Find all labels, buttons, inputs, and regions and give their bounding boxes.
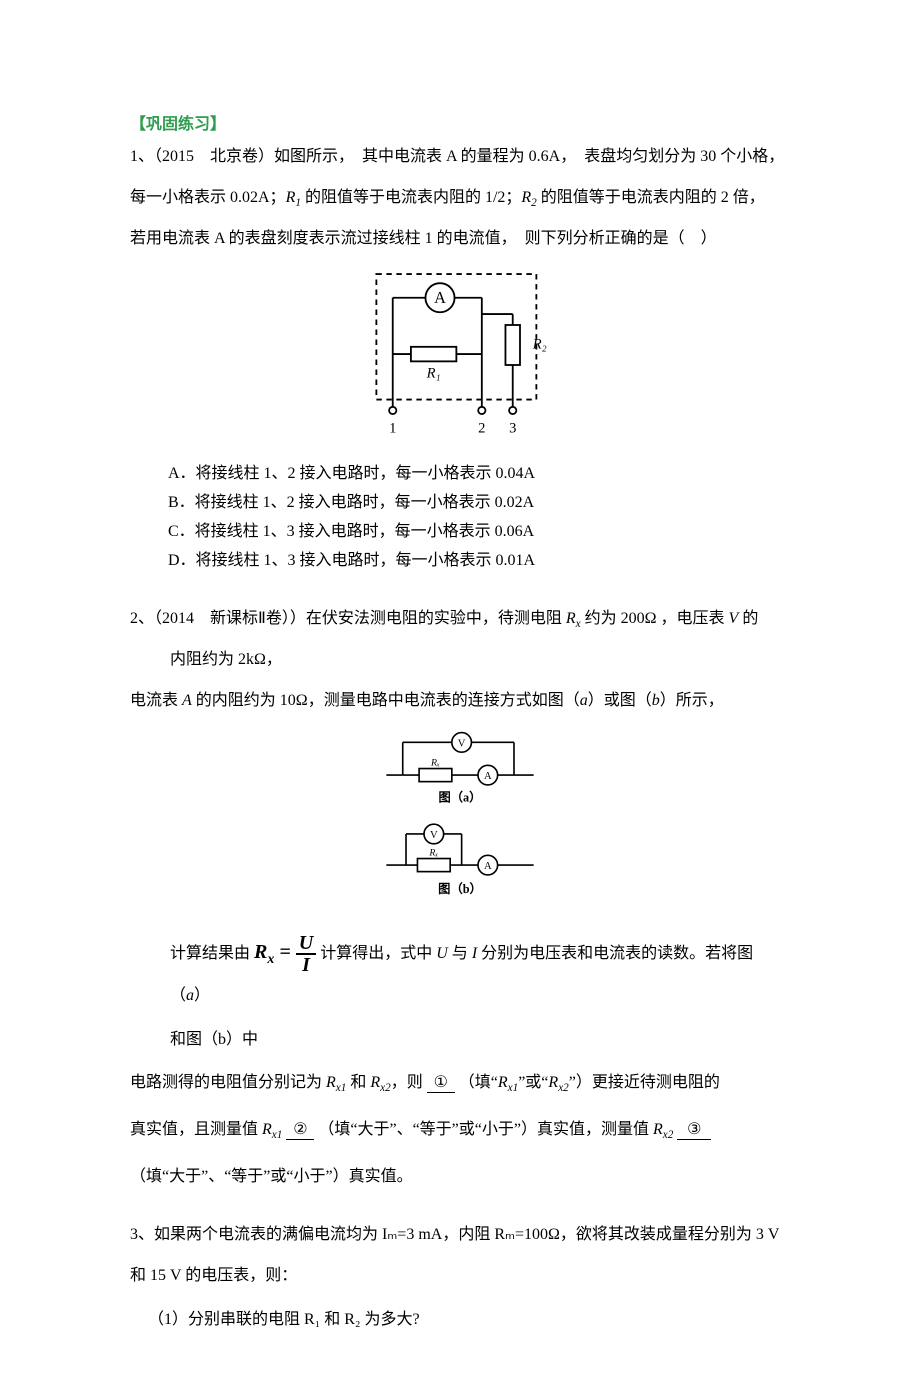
q2-rest-line2: 真实值，且测量值 Rx1 ② （填“大于”、“等于”或“小于”）真实值，测量值 … (130, 1112, 790, 1149)
svg-text:A: A (484, 771, 492, 782)
svg-text:Rₓ: Rₓ (428, 847, 438, 858)
q2-r1e: ”或“ (518, 1074, 548, 1091)
q2-calc-line2: 和图（b）中 (130, 1025, 790, 1055)
q1-stem-line1: 1、（2015 北京卷）如图所示， 其中电流表 A 的量程为 0.6A， 表盘均… (130, 142, 790, 172)
q2-r1b: 和 (346, 1074, 370, 1091)
q2-Rx2-q: Rx2 (548, 1074, 568, 1091)
q1-figure: A R₁ R₂ 1 2 3 (130, 265, 790, 447)
svg-text:2: 2 (478, 420, 485, 436)
q2-Rx2: Rx2 (370, 1074, 390, 1091)
q2-Rx1: Rx1 (326, 1074, 346, 1091)
q2-calc-line1: 计算结果由 Rx = UI 计算得出，式中 U 与 I 分别为电压表和电流表的读… (130, 928, 790, 1015)
q2-stem-line1: 2、（2014 新课标Ⅱ卷））在伏安法测电阻的实验中，待测电阻 Rx 约为 20… (130, 604, 790, 635)
q2-l3d: ）所示， (660, 692, 724, 709)
q1-l2b: 的阻值等于电流表内阻的 1/2； (301, 189, 521, 206)
svg-text:3: 3 (509, 420, 516, 436)
svg-text:A: A (484, 861, 492, 872)
q1-stem-line2: 每一小格表示 0.02A；R1 的阻值等于电流表内阻的 1/2；R2 的阻值等于… (130, 183, 790, 214)
q2-a: a (580, 692, 588, 709)
circuit-2-svg: V Rₓ A 图（a） V Rₓ (370, 726, 550, 914)
q1-R2: R2 (521, 189, 536, 206)
q1-stem-line3: 若用电流表 A 的表盘刻度表示流过接线柱 1 的电流值， 则下列分析正确的是（ … (130, 224, 790, 254)
q2-stem-line3: 电流表 A 的内阻约为 10Ω，测量电路中电流表的连接方式如图（a）或图（b）所… (130, 686, 790, 716)
q1-options: A．将接线柱 1、2 接入电路时，每一小格表示 0.04A B．将接线柱 1、2… (130, 460, 790, 575)
blank-2: ② (286, 1121, 314, 1140)
q3-stem-line2: 和 15 V 的电压表，则： (130, 1261, 790, 1291)
svg-text:V: V (430, 830, 438, 841)
q2-U: U (436, 945, 448, 962)
q1-l2c: 的阻值等于电流表内阻的 2 倍， (537, 189, 765, 206)
q2-b: b (652, 692, 660, 709)
q2-eq-Rx: Rx (254, 941, 274, 963)
q2-l3c: ）或图（ (588, 692, 652, 709)
q3-stem-line1: 3、如果两个电流表的满偏电流均为 Iₘ=3 mA，内阻 Rₘ=100Ω，欲将其改… (130, 1220, 790, 1250)
q1-option-B: B．将接线柱 1、2 接入电路时，每一小格表示 0.02A (168, 489, 790, 518)
q2-stem-line2: 内阻约为 2kΩ， (130, 645, 790, 675)
svg-text:A: A (434, 288, 446, 307)
blank-3: ③ (677, 1121, 711, 1140)
svg-text:R₂: R₂ (532, 336, 547, 352)
q2-l1a: 2、（2014 新课标Ⅱ卷））在伏安法测电阻的实验中，待测电阻 (130, 610, 566, 627)
circuit-1-svg: A R₁ R₂ 1 2 3 (360, 265, 560, 447)
svg-text:图（a）: 图（a） (439, 789, 482, 804)
q2-l3b: 的内阻约为 10Ω，测量电路中电流表的连接方式如图（ (192, 692, 580, 709)
q2-l1b: 约为 200Ω ，电压表 (581, 610, 729, 627)
q2-Rx: Rx (566, 610, 581, 627)
q2-r1a: 电路测得的电阻值分别记为 (130, 1074, 326, 1091)
q2-r2b: （填“大于”、“等于”或“小于”）真实值，测量值 (314, 1121, 653, 1138)
q2-calc-e: ） (194, 987, 210, 1004)
svg-text:R₁: R₁ (426, 365, 441, 381)
q1-l2a: 每一小格表示 0.02A； (130, 189, 286, 206)
q2-calc-c: 与 (448, 945, 472, 962)
q1-option-C: C．将接线柱 1、3 接入电路时，每一小格表示 0.06A (168, 518, 790, 547)
q2-rest-line1: 电路测得的电阻值分别记为 Rx1 和 Rx2，则 ① （填“Rx1”或“Rx2”… (130, 1065, 790, 1102)
q2-A: A (182, 692, 192, 709)
q2-fraction: UI (296, 933, 316, 975)
q2-a2: a (186, 987, 194, 1004)
blank-1: ① (427, 1074, 455, 1093)
q1-R1: R1 (286, 189, 301, 206)
q2-V: V (729, 610, 739, 627)
q2-r2a: 真实值，且测量值 (130, 1121, 262, 1138)
q2-eq-sign: = (274, 941, 295, 963)
q2-Rx2-2: Rx2 (653, 1121, 673, 1138)
q2-calc-a: 计算结果由 (170, 945, 254, 962)
svg-text:V: V (458, 738, 466, 749)
q3-sub1: （1）分别串联的电阻 R₁ 和 R₂ 为多大? (130, 1305, 790, 1335)
q2-l3a: 电流表 (130, 692, 182, 709)
q2-r1f: ”）更接近待测电阻的 (569, 1074, 720, 1091)
q1-option-A: A．将接线柱 1、2 接入电路时，每一小格表示 0.04A (168, 460, 790, 489)
q2-Rx1-q: Rx1 (498, 1074, 518, 1091)
q1-option-D: D．将接线柱 1、3 接入电路时，每一小格表示 0.01A (168, 547, 790, 576)
section-title: 【巩固练习】 (130, 110, 790, 140)
q2-l1c: 的 (738, 610, 758, 627)
q2-figure: V Rₓ A 图（a） V Rₓ (130, 726, 790, 914)
q2-Rx1-2: Rx1 (262, 1121, 282, 1138)
q2-r1d: （填“ (455, 1074, 498, 1091)
svg-text:图（b）: 图（b） (438, 881, 482, 896)
q2-rest-line3: （填“大于”、“等于”或“小于”）真实值。 (130, 1159, 790, 1196)
q2-calc-b: 计算得出，式中 (316, 945, 436, 962)
q2-r1c: ，则 (391, 1074, 427, 1091)
svg-text:Rₓ: Rₓ (430, 757, 440, 768)
svg-text:1: 1 (389, 420, 396, 436)
